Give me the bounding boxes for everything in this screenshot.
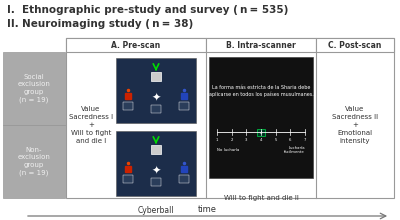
Text: Social
exclusion
group
(n = 19): Social exclusion group (n = 19)	[18, 74, 50, 103]
Bar	[151, 145, 161, 154]
Text: Neuroimaging study ( n = 38): Neuroimaging study ( n = 38)	[22, 19, 193, 29]
Text: 3: 3	[245, 138, 248, 142]
Text: ✦: ✦	[151, 93, 161, 103]
Text: 6: 6	[289, 138, 292, 142]
Text: time: time	[198, 205, 216, 214]
Text: 7: 7	[304, 138, 306, 142]
Bar	[3, 125, 65, 198]
Bar	[316, 38, 394, 52]
Text: C. Post-scan: C. Post-scan	[328, 40, 382, 50]
Bar	[123, 175, 133, 183]
Text: 4: 4	[260, 138, 262, 142]
Text: Will to fight and die II: Will to fight and die II	[224, 195, 298, 201]
Bar	[206, 38, 316, 52]
Bar	[151, 105, 161, 113]
Bar	[209, 57, 313, 178]
Text: 5: 5	[274, 138, 277, 142]
Bar	[123, 102, 133, 110]
Text: Value
Sacredness I
+
Will to fight
and die I: Value Sacredness I + Will to fight and d…	[69, 106, 113, 144]
Bar	[179, 102, 189, 110]
Text: II.: II.	[7, 19, 19, 29]
Text: 1: 1	[216, 138, 218, 142]
Bar	[116, 131, 196, 196]
Text: Lucharía
fácilmente: Lucharía fácilmente	[284, 146, 305, 154]
Text: Non-
exclusion
group
(n = 19): Non- exclusion group (n = 19)	[18, 147, 50, 176]
Text: 4: 4	[260, 131, 262, 135]
Bar	[257, 129, 265, 136]
Text: B. Intra-scanner: B. Intra-scanner	[226, 40, 296, 50]
Text: Value
Sacredness II
+
Emotional
intensity: Value Sacredness II + Emotional intensit…	[332, 106, 378, 144]
Text: No lucharía: No lucharía	[217, 148, 239, 152]
Text: Ethnographic pre-study and survey ( n = 535): Ethnographic pre-study and survey ( n = …	[22, 5, 288, 15]
Text: Cyberball: Cyberball	[138, 206, 174, 215]
Bar	[66, 38, 206, 52]
Bar	[116, 58, 196, 123]
Bar	[179, 175, 189, 183]
Text: 2: 2	[230, 138, 233, 142]
Bar	[66, 38, 394, 198]
Text: ✦: ✦	[151, 166, 161, 176]
Bar	[151, 178, 161, 186]
Bar	[151, 72, 161, 81]
Text: La forma más estricta de la Sharia debe
aplicarse en todos los países musulmanes: La forma más estricta de la Sharia debe …	[209, 84, 313, 97]
Text: A. Pre-scan: A. Pre-scan	[111, 40, 161, 50]
Text: I.: I.	[7, 5, 15, 15]
Bar	[3, 52, 65, 125]
